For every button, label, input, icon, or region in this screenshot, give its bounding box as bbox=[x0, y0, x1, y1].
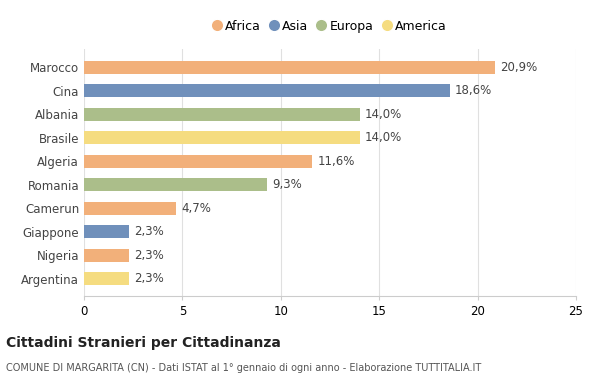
Bar bbox=[84, 108, 359, 120]
Text: 14,0%: 14,0% bbox=[364, 131, 401, 144]
Bar bbox=[84, 249, 129, 262]
Legend: Africa, Asia, Europa, America: Africa, Asia, Europa, America bbox=[210, 16, 450, 36]
Text: 14,0%: 14,0% bbox=[364, 108, 401, 120]
Bar bbox=[84, 202, 176, 215]
Bar bbox=[84, 155, 312, 168]
Text: 2,3%: 2,3% bbox=[134, 225, 164, 238]
Text: 11,6%: 11,6% bbox=[317, 155, 355, 168]
Text: 9,3%: 9,3% bbox=[272, 178, 302, 191]
Bar bbox=[84, 61, 496, 74]
Text: 4,7%: 4,7% bbox=[181, 202, 211, 215]
Bar bbox=[84, 131, 359, 144]
Bar bbox=[84, 178, 267, 191]
Text: Cittadini Stranieri per Cittadinanza: Cittadini Stranieri per Cittadinanza bbox=[6, 336, 281, 350]
Text: 2,3%: 2,3% bbox=[134, 272, 164, 285]
Text: 18,6%: 18,6% bbox=[455, 84, 492, 97]
Bar bbox=[84, 272, 129, 285]
Bar bbox=[84, 84, 450, 97]
Text: 20,9%: 20,9% bbox=[500, 60, 538, 74]
Text: 2,3%: 2,3% bbox=[134, 249, 164, 262]
Bar bbox=[84, 225, 129, 238]
Text: COMUNE DI MARGARITA (CN) - Dati ISTAT al 1° gennaio di ogni anno - Elaborazione : COMUNE DI MARGARITA (CN) - Dati ISTAT al… bbox=[6, 363, 481, 373]
